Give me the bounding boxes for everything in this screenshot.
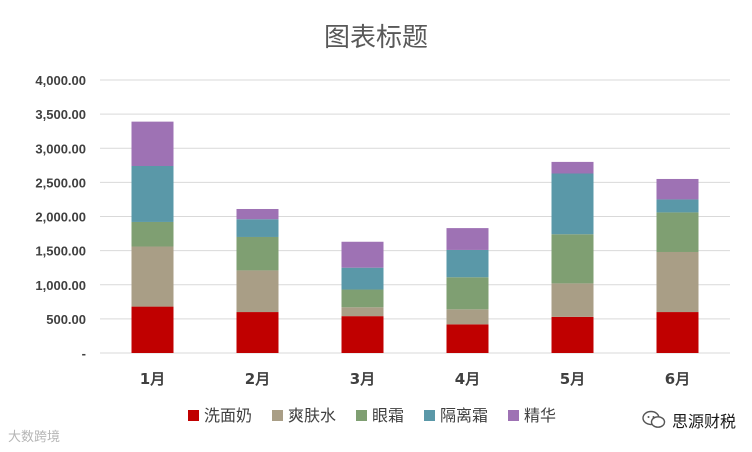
- chart-title: 图表标题: [324, 23, 428, 53]
- bar-segment: [341, 307, 384, 317]
- x-tick-label: 4月: [455, 370, 480, 388]
- bar-segment: [341, 316, 384, 353]
- x-tick-label: 1月: [140, 370, 165, 388]
- gridlines: [100, 79, 730, 354]
- bar-segment: [131, 246, 174, 307]
- watermark-left: 大数跨境: [8, 426, 60, 445]
- legend-swatch: [356, 410, 367, 421]
- bar-segment: [446, 277, 489, 310]
- bars: [131, 121, 699, 353]
- bar-segment: [446, 228, 489, 250]
- legend: 洗面奶 爽肤水 眼霜 隔离霜 精华: [188, 406, 556, 425]
- x-axis-ticks: 1月 2月 3月 4月 5月 6月: [140, 370, 690, 388]
- bar-segment: [446, 249, 489, 278]
- bar-segment: [131, 121, 174, 166]
- y-tick-label: 1,000.00: [35, 278, 86, 293]
- x-tick-label: 6月: [665, 370, 690, 388]
- y-tick-label: 1,500.00: [35, 244, 86, 259]
- bar-segment: [236, 312, 279, 353]
- bar-segment: [446, 324, 489, 353]
- bar-segment: [341, 289, 384, 308]
- legend-label: 眼霜: [372, 406, 404, 425]
- bar-segment: [656, 212, 699, 252]
- bar-segment: [236, 270, 279, 313]
- bar-segment: [236, 219, 279, 237]
- y-tick-label: 2,500.00: [35, 175, 86, 190]
- legend-swatch: [508, 410, 519, 421]
- bar-segment: [551, 316, 594, 353]
- y-tick-label: 4,000.00: [35, 73, 86, 88]
- bar-segment: [656, 312, 699, 353]
- y-tick-label: 3,000.00: [35, 141, 86, 156]
- x-tick-label: 5月: [560, 370, 585, 388]
- bar-segment: [131, 306, 174, 353]
- legend-label: 爽肤水: [288, 406, 336, 425]
- legend-swatch: [424, 410, 435, 421]
- legend-label: 洗面奶: [204, 406, 252, 425]
- bar-segment: [236, 208, 279, 220]
- bar-segment: [656, 199, 699, 213]
- bar-segment: [551, 234, 594, 284]
- watermark-right: 思源财税: [642, 408, 736, 432]
- bar-segment: [341, 241, 384, 268]
- bar-segment: [341, 267, 384, 290]
- watermark-right-text: 思源财税: [671, 412, 736, 431]
- y-tick-label: 3,500.00: [35, 107, 86, 122]
- bar-segment: [236, 236, 279, 271]
- bar-segment: [551, 173, 594, 235]
- bar-segment: [656, 178, 699, 200]
- y-axis-ticks: - 500.00 1,000.00 1,500.00 2,000.00 2,500.00 3…: [35, 73, 86, 361]
- bar-segment: [446, 309, 489, 325]
- legend-swatch: [188, 410, 199, 421]
- legend-label: 隔离霜: [440, 406, 488, 425]
- bar-segment: [551, 283, 594, 317]
- bar-segment: [131, 165, 174, 222]
- bar-segment: [131, 221, 174, 247]
- y-tick-label: 500.00: [46, 312, 86, 327]
- bar-segment: [551, 161, 594, 174]
- x-tick-label: 2月: [245, 370, 270, 388]
- wechat-icon: [642, 410, 666, 428]
- y-tick-label: 2,000.00: [35, 210, 86, 225]
- watermark-left-text: 大数跨境: [8, 430, 61, 445]
- legend-label: 精华: [524, 406, 556, 425]
- y-tick-label: -: [82, 346, 86, 361]
- legend-swatch: [272, 410, 283, 421]
- bar-segment: [656, 251, 699, 313]
- x-tick-label: 3月: [350, 370, 375, 388]
